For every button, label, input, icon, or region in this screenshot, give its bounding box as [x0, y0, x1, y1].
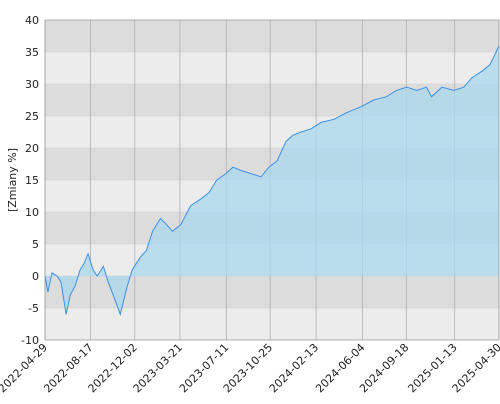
y-tick-label: -10	[21, 334, 39, 347]
y-tick-label: 0	[32, 270, 39, 283]
y-tick-label: 30	[25, 78, 39, 91]
plot-border	[44, 19, 500, 341]
y-tick-label: 15	[25, 174, 39, 187]
y-tick-label: 25	[25, 110, 39, 123]
line	[44, 45, 500, 317]
y-tick-label: -5	[28, 302, 39, 315]
y-tick-label: 35	[25, 46, 39, 59]
y-axis-label: [Zmiany %]	[6, 148, 19, 212]
y-tick-label: 5	[32, 238, 39, 251]
y-tick-label: 20	[25, 142, 39, 155]
band	[45, 20, 499, 52]
area	[45, 45, 499, 315]
y-tick-label: 40	[25, 14, 39, 27]
y-tick-label: 10	[25, 206, 39, 219]
